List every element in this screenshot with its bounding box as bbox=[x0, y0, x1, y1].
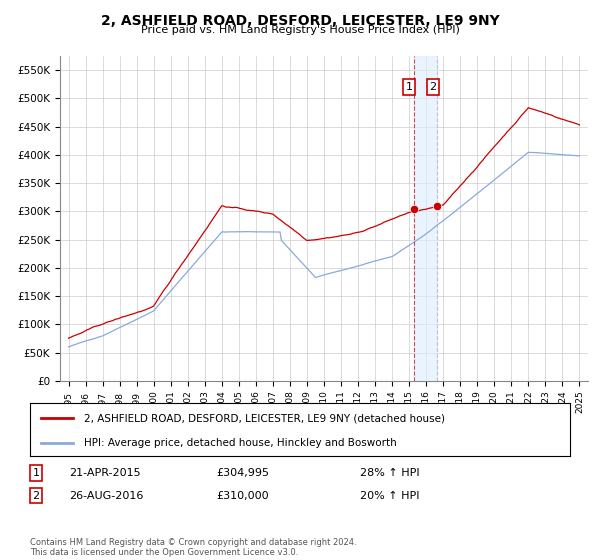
Text: 2: 2 bbox=[430, 82, 437, 92]
Text: £310,000: £310,000 bbox=[216, 491, 269, 501]
Text: £304,995: £304,995 bbox=[216, 468, 269, 478]
Text: 1: 1 bbox=[406, 82, 413, 92]
Text: Price paid vs. HM Land Registry's House Price Index (HPI): Price paid vs. HM Land Registry's House … bbox=[140, 25, 460, 35]
Text: 2, ASHFIELD ROAD, DESFORD, LEICESTER, LE9 9NY (detached house): 2, ASHFIELD ROAD, DESFORD, LEICESTER, LE… bbox=[84, 413, 445, 423]
Text: 26-AUG-2016: 26-AUG-2016 bbox=[69, 491, 143, 501]
Text: HPI: Average price, detached house, Hinckley and Bosworth: HPI: Average price, detached house, Hinc… bbox=[84, 438, 397, 448]
Text: 2, ASHFIELD ROAD, DESFORD, LEICESTER, LE9 9NY: 2, ASHFIELD ROAD, DESFORD, LEICESTER, LE… bbox=[101, 14, 499, 28]
Text: 28% ↑ HPI: 28% ↑ HPI bbox=[360, 468, 419, 478]
Text: 21-APR-2015: 21-APR-2015 bbox=[69, 468, 140, 478]
Text: 1: 1 bbox=[32, 468, 40, 478]
Text: 20% ↑ HPI: 20% ↑ HPI bbox=[360, 491, 419, 501]
Text: 2: 2 bbox=[32, 491, 40, 501]
Bar bbox=[414, 56, 437, 381]
Text: Contains HM Land Registry data © Crown copyright and database right 2024.
This d: Contains HM Land Registry data © Crown c… bbox=[30, 538, 356, 557]
